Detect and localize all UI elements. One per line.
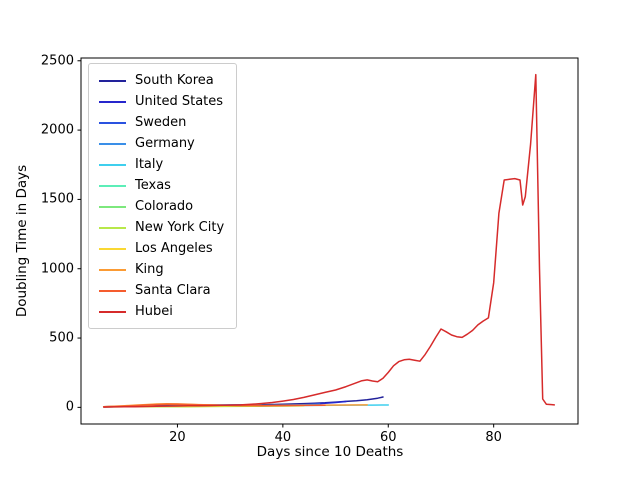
x-tick-label: 80	[485, 430, 502, 445]
legend-swatch	[99, 79, 126, 82]
legend-swatch	[99, 205, 126, 208]
series-lines	[102, 73, 556, 408]
legend-item-hubei: Hubei	[99, 301, 224, 322]
legend-item-los-angeles: Los Angeles	[99, 238, 224, 259]
y-tick-label: 0	[65, 399, 74, 415]
tick-marks	[77, 60, 495, 428]
legend-item-santa-clara: Santa Clara	[99, 280, 224, 301]
legend-item-germany: Germany	[99, 133, 224, 154]
legend-label: Germany	[135, 136, 195, 151]
x-tick-label: 40	[274, 430, 292, 445]
y-tick-label: 2500	[40, 53, 74, 69]
legend-item-new-york-city: New York City	[99, 217, 224, 238]
legend-label: United States	[135, 94, 224, 109]
legend-label: South Korea	[135, 73, 214, 88]
legend-item-sweden: Sweden	[99, 112, 224, 133]
series-line-santa-clara	[102, 403, 326, 408]
y-tick-label: 500	[49, 330, 74, 346]
x-axis-label: Days since 10 Deaths	[256, 444, 404, 460]
legend-swatch	[99, 268, 126, 271]
legend-item-colorado: Colorado	[99, 196, 224, 217]
legend-swatch	[99, 289, 126, 292]
legend-swatch	[99, 100, 126, 103]
legend-label: Italy	[135, 157, 164, 172]
y-tick-label: 1000	[40, 261, 74, 277]
legend-item-texas: Texas	[99, 175, 224, 196]
x-tick-label: 20	[169, 430, 186, 445]
legend-swatch	[99, 184, 126, 187]
y-axis-label: Doubling Time in Days	[14, 164, 30, 318]
legend-swatch	[99, 163, 126, 166]
legend: South Korea United States Sweden Germany Ita…	[88, 63, 238, 329]
legend-swatch	[99, 142, 126, 145]
legend-label: King	[135, 262, 164, 277]
legend-item-italy: Italy	[99, 154, 224, 175]
legend-label: Santa Clara	[135, 283, 211, 298]
y-tick-label: 2000	[40, 122, 74, 138]
legend-swatch	[99, 247, 126, 250]
legend-label: Hubei	[135, 304, 173, 319]
legend-label: Los Angeles	[135, 241, 213, 256]
legend-item-south-korea: South Korea	[99, 70, 224, 91]
legend-label: Colorado	[135, 199, 194, 214]
legend-item-united-states: United States	[99, 91, 224, 112]
plot-border	[80, 57, 579, 425]
legend-item-king: King	[99, 259, 224, 280]
y-tick-label: 1500	[40, 191, 74, 207]
legend-label: Sweden	[135, 115, 187, 130]
legend-swatch	[99, 310, 126, 313]
x-tick-label: 60	[379, 430, 397, 445]
legend-label: New York City	[135, 220, 225, 235]
legend-swatch	[99, 226, 126, 229]
legend-label: Texas	[135, 178, 171, 193]
series-line-hubei	[102, 73, 556, 408]
legend-swatch	[99, 121, 126, 124]
